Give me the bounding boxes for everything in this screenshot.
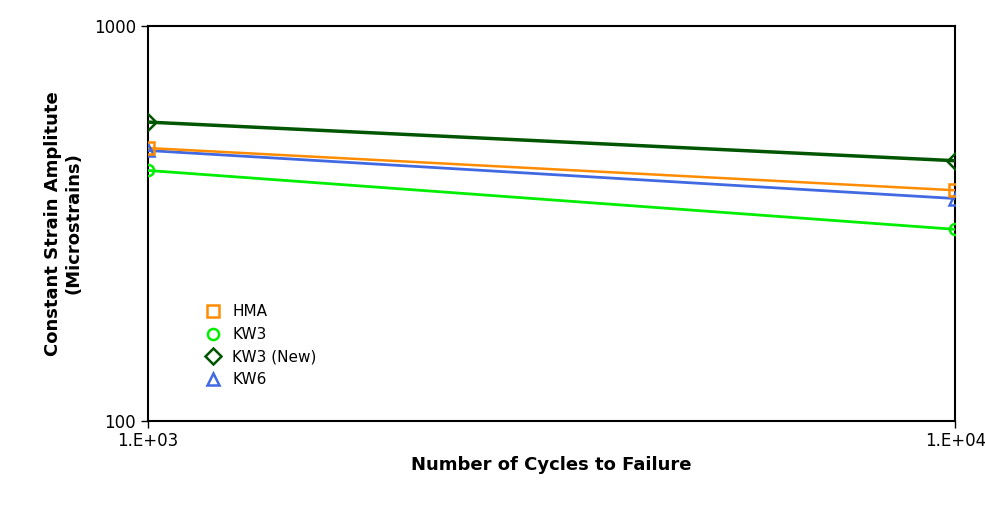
- Y-axis label: Constant Strain Amplitute
(Microstrains): Constant Strain Amplitute (Microstrains): [44, 91, 83, 356]
- X-axis label: Number of Cycles to Failure: Number of Cycles to Failure: [412, 456, 691, 474]
- Legend: HMA, KW3, KW3 (New), KW6: HMA, KW3, KW3 (New), KW6: [196, 298, 323, 393]
